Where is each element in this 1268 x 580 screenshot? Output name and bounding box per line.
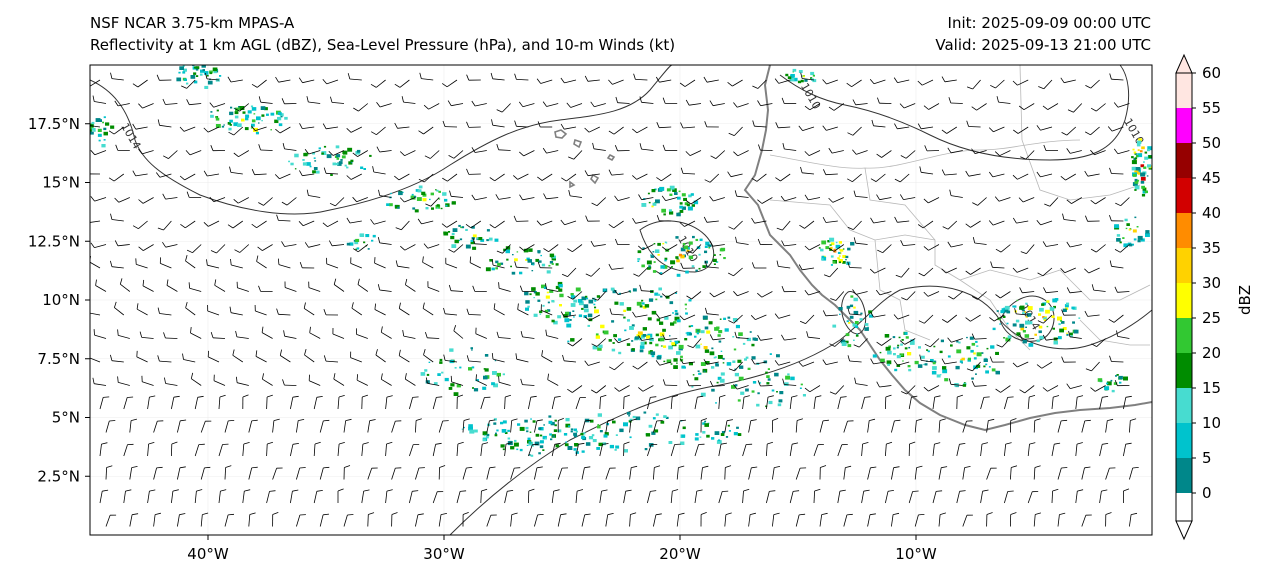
colorbar-tick-label: 60 <box>1202 64 1221 82</box>
fields-subtitle: Reflectivity at 1 km AGL (dBZ), Sea-Leve… <box>90 36 676 54</box>
colorbar-tick-label: 5 <box>1202 449 1212 467</box>
axis-ticks: 40°W 30°W 20°W 10°W 2.5°N 5°N 7.5°N 10°N 12.5°N 1… <box>28 115 937 563</box>
reflectivity-field <box>90 65 1152 457</box>
lat-tick-label: 12.5°N <box>28 232 80 250</box>
coastline <box>554 65 1152 432</box>
country-borders <box>769 65 1151 351</box>
lon-tick-label: 10°W <box>895 545 937 563</box>
colorbar-label: dBZ <box>1236 285 1254 315</box>
colorbar-tick-label: 45 <box>1202 169 1221 187</box>
colorbar-tick-label: 0 <box>1202 484 1212 502</box>
wind-barbs <box>90 72 1139 527</box>
lat-tick-label: 7.5°N <box>37 350 80 368</box>
colorbar-tick-label: 35 <box>1202 239 1221 257</box>
lat-tick-label: 2.5°N <box>37 467 80 485</box>
colorbar-tick-label: 20 <box>1202 344 1221 362</box>
map-plot-area: 10141010101010101014 <box>90 65 1152 535</box>
lat-tick-label: 5°N <box>52 409 80 427</box>
lat-tick-label: 17.5°N <box>28 115 80 133</box>
colorbar-tick-label: 55 <box>1202 99 1221 117</box>
lon-tick-label: 20°W <box>659 545 701 563</box>
init-time: Init: 2025-09-09 00:00 UTC <box>947 14 1151 32</box>
lon-tick-label: 30°W <box>423 545 465 563</box>
lon-tick-label: 40°W <box>187 545 229 563</box>
colorbar-tick-label: 25 <box>1202 309 1221 327</box>
reflectivity-colorbar: 0 5 10 15 20 25 30 35 40 45 50 55 60 <box>1175 53 1221 541</box>
model-title: NSF NCAR 3.75-km MPAS-A <box>90 14 295 32</box>
valid-time: Valid: 2025-09-13 21:00 UTC <box>935 36 1151 54</box>
colorbar-tick-label: 50 <box>1202 134 1221 152</box>
colorbar-tick-label: 40 <box>1202 204 1221 222</box>
lat-tick-label: 10°N <box>42 291 80 309</box>
colorbar-tick-label: 30 <box>1202 274 1221 292</box>
colorbar-tick-label: 15 <box>1202 379 1221 397</box>
colorbar-tick-label: 10 <box>1202 414 1221 432</box>
lat-tick-label: 15°N <box>42 174 80 192</box>
